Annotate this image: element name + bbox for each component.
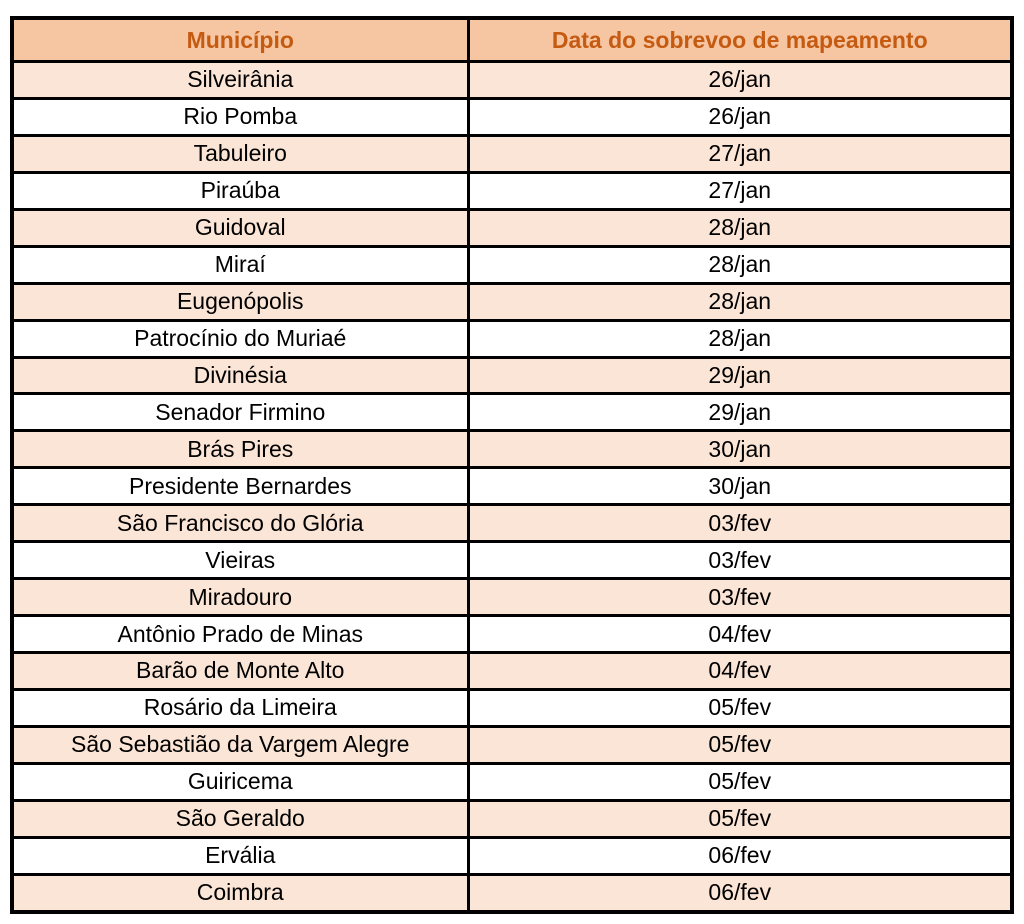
flyover-date-cell: 26/jan (466, 96, 1014, 137)
table-row: Guidoval 28/jan (10, 207, 1014, 248)
municipio-cell: Ervália (10, 835, 470, 876)
flyover-date-cell: 03/fev (466, 540, 1014, 581)
table-row: Coimbra 06/fev (10, 872, 1014, 914)
municipio-cell: Tabuleiro (10, 133, 470, 174)
municipio-cell: Vieiras (10, 540, 470, 581)
table-row: Miradouro 03/fev (10, 577, 1014, 618)
table-row: Tabuleiro 27/jan (10, 133, 1014, 174)
municipio-cell: Miraí (10, 244, 470, 285)
municipio-cell: Rio Pomba (10, 96, 470, 137)
header-row: Município Data do sobrevoo de mapeamento (10, 16, 1014, 63)
flyover-date-cell: 29/jan (466, 355, 1014, 396)
flyover-date-cell: 28/jan (466, 244, 1014, 285)
table-row: Presidente Bernardes 30/jan (10, 466, 1014, 507)
table-row: Antônio Prado de Minas 04/fev (10, 614, 1014, 654)
flyover-date-cell: 28/jan (466, 281, 1014, 322)
table-body: Silveirânia 26/jan Rio Pomba 26/jan Tabuleir… (10, 60, 1014, 914)
flyover-date-cell: 04/fev (466, 614, 1014, 654)
table-row: Ervália 06/fev (10, 835, 1014, 876)
municipio-cell: São Geraldo (10, 798, 470, 839)
flyover-date-cell: 04/fev (466, 651, 1014, 691)
table-row: Vieiras 03/fev (10, 540, 1014, 581)
table-row: Miraí 28/jan (10, 244, 1014, 285)
municipio-cell: São Sebastião da Vargem Alegre (10, 724, 470, 765)
flyover-date-cell: 30/jan (466, 466, 1014, 507)
flyover-date-cell: 05/fev (466, 798, 1014, 839)
municipio-cell: Senador Firmino (10, 392, 470, 433)
municipio-cell: São Francisco do Glória (10, 503, 470, 544)
flyover-date-cell: 27/jan (466, 170, 1014, 211)
flyover-date-cell: 05/fev (466, 724, 1014, 765)
table-row: Rosário da Limeira 05/fev (10, 687, 1014, 728)
municipio-cell: Antônio Prado de Minas (10, 614, 470, 654)
table-row: Rio Pomba 26/jan (10, 96, 1014, 137)
municipio-cell: Brás Pires (10, 429, 470, 470)
flyover-date-cell: 05/fev (466, 687, 1014, 728)
municipio-cell: Silveirânia (10, 60, 470, 100)
municipio-cell: Presidente Bernardes (10, 466, 470, 507)
flyover-date-cell: 29/jan (466, 392, 1014, 433)
flyover-date-cell: 03/fev (466, 503, 1014, 544)
flyover-date-cell: 03/fev (466, 577, 1014, 618)
table-row: Patrocínio do Muriaé 28/jan (10, 318, 1014, 359)
flyover-date-cell: 26/jan (466, 60, 1014, 100)
table-row: Guiricema 05/fev (10, 761, 1014, 802)
municipio-cell: Eugenópolis (10, 281, 470, 322)
table-row: São Sebastião da Vargem Alegre 05/fev (10, 724, 1014, 765)
municipio-cell: Guiricema (10, 761, 470, 802)
municipio-cell: Patrocínio do Muriaé (10, 318, 470, 359)
table-row: Divinésia 29/jan (10, 355, 1014, 396)
flyover-date-cell: 28/jan (466, 207, 1014, 248)
municipio-cell: Divinésia (10, 355, 470, 396)
table-row: São Francisco do Glória 03/fev (10, 503, 1014, 544)
municipio-cell: Barão de Monte Alto (10, 651, 470, 691)
table-row: Piraúba 27/jan (10, 170, 1014, 211)
flyover-date-cell: 05/fev (466, 761, 1014, 802)
flyover-date-cell: 28/jan (466, 318, 1014, 359)
flyover-date-cell: 27/jan (466, 133, 1014, 174)
table-row: São Geraldo 05/fev (10, 798, 1014, 839)
table-header: Município Data do sobrevoo de mapeamento (10, 16, 1014, 63)
municipio-cell: Guidoval (10, 207, 470, 248)
municipio-cell: Piraúba (10, 170, 470, 211)
flyover-mapping-table: Município Data do sobrevoo de mapeamento… (10, 16, 1014, 914)
table-row: Eugenópolis 28/jan (10, 281, 1014, 322)
table-row: Barão de Monte Alto 04/fev (10, 651, 1014, 691)
table-row: Brás Pires 30/jan (10, 429, 1014, 470)
municipio-cell: Coimbra (10, 872, 470, 914)
municipio-cell: Miradouro (10, 577, 470, 618)
table-row: Senador Firmino 29/jan (10, 392, 1014, 433)
municipio-cell: Rosário da Limeira (10, 687, 470, 728)
flyover-date-cell: 06/fev (466, 835, 1014, 876)
flyover-date-cell: 06/fev (466, 872, 1014, 914)
column-header-data-sobrevoo: Data do sobrevoo de mapeamento (466, 16, 1014, 63)
column-header-municipio: Município (10, 16, 470, 63)
flyover-date-cell: 30/jan (466, 429, 1014, 470)
table-row: Silveirânia 26/jan (10, 60, 1014, 100)
